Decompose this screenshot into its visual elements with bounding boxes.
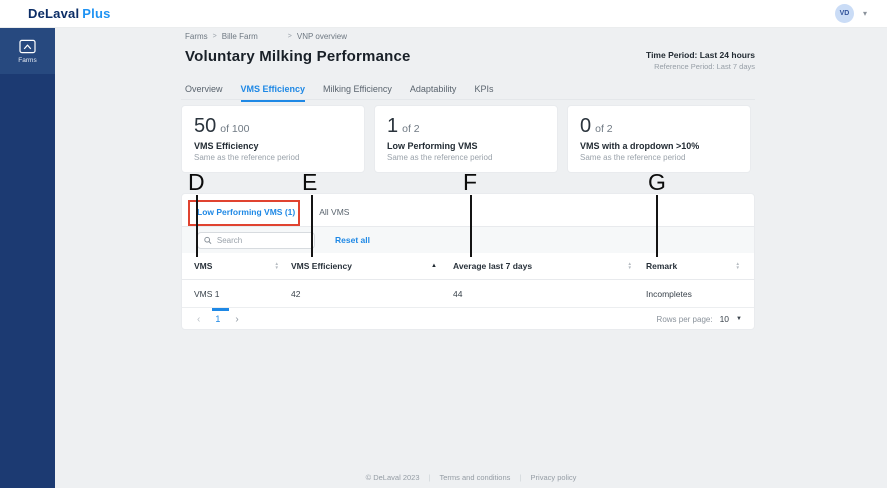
summary-cards: 50 of 100 VMS Efficiency Same as the ref…: [181, 105, 751, 173]
column-label: Average last 7 days: [453, 261, 533, 271]
card-title: VMS Efficiency: [194, 141, 259, 151]
logo-text-primary: DeLaval: [28, 6, 80, 21]
reference-period-label: Reference Period: Last 7 days: [654, 62, 755, 71]
chevron-down-icon[interactable]: ▾: [862, 9, 867, 18]
card-title: VMS with a dropdown >10%: [580, 141, 700, 151]
rows-per-page-value[interactable]: 10: [719, 314, 730, 324]
card-title: Low Performing VMS: [387, 141, 478, 151]
annotation-line-g: [656, 195, 658, 257]
annotation-line-e: [311, 195, 313, 257]
sort-icon[interactable]: ▲ ▼: [274, 261, 279, 270]
period-info: Time Period: Last 24 hours Reference Per…: [646, 50, 755, 71]
next-page-icon[interactable]: ›: [235, 313, 239, 325]
user-menu[interactable]: VD ▾: [834, 4, 867, 23]
pagination-controls: ‹ 1 ›: [197, 314, 239, 325]
column-header-vms[interactable]: VMS ▲ ▼: [194, 261, 291, 271]
card-vms-dropdown: 0 of 2 VMS with a dropdown >10% Same as …: [567, 105, 751, 173]
breadcrumb-vnp-overview[interactable]: VNP overview: [296, 32, 347, 41]
footer-divider: |: [519, 473, 522, 482]
card-value: 0: [580, 115, 592, 137]
time-period-label: Time Period: Last 24 hours: [646, 50, 755, 60]
breadcrumb: Farms > Bille Farm > VNP overview: [185, 32, 347, 41]
column-label: VMS Efficiency: [291, 261, 352, 271]
tab-milking-efficiency[interactable]: Milking Efficiency: [323, 84, 392, 94]
card-of-label: of 2: [595, 123, 613, 135]
terms-and-conditions-link[interactable]: Terms and conditions: [439, 473, 511, 482]
breadcrumb-farms[interactable]: Farms: [185, 32, 208, 41]
card-low-performing-vms: 1 of 2 Low Performing VMS Same as the re…: [374, 105, 558, 173]
card-of-label: of 2: [402, 123, 420, 135]
tabs-divider: [181, 99, 755, 100]
copyright-text: © DeLaval 2023: [365, 473, 420, 482]
top-bar: DeLaval Plus VD ▾: [0, 0, 887, 28]
card-subtitle: Same as the reference period: [580, 153, 686, 162]
previous-page-icon[interactable]: ‹: [197, 313, 201, 325]
vms-table-panel: Low Performing VMS (1) All VMS Reset all…: [181, 193, 755, 330]
card-subtitle: Same as the reference period: [194, 153, 300, 162]
subtab-all-vms[interactable]: All VMS: [319, 207, 350, 217]
footer: © DeLaval 2023 | Terms and conditions | …: [55, 473, 887, 482]
annotation-line-d: [196, 195, 198, 257]
main-content: Farms > Bille Farm > VNP overview Volunt…: [55, 28, 887, 488]
card-subtitle: Same as the reference period: [387, 153, 493, 162]
cell-vms-efficiency: 42: [291, 288, 301, 299]
search-icon: [204, 236, 212, 244]
table-header-row: VMS ▲ ▼ VMS Efficiency ▲ Average last 7 d…: [182, 253, 754, 280]
annotation-letter-f: F: [463, 169, 478, 195]
annotation-letter-d: D: [188, 169, 205, 195]
search-input[interactable]: [216, 235, 308, 245]
column-label: Remark: [646, 261, 678, 271]
annotation-letter-g: G: [648, 169, 666, 195]
breadcrumb-separator: >: [212, 33, 217, 40]
pagination-bar: ‹ 1 › Rows per page: 10 ▼: [182, 308, 754, 330]
breadcrumb-bille-farm[interactable]: Bille Farm: [221, 32, 258, 41]
farms-icon: [19, 39, 36, 53]
logo-text-accent: Plus: [82, 6, 111, 21]
column-header-average-last-7-days[interactable]: Average last 7 days ▲ ▼: [453, 261, 646, 271]
sidebar-item-label: Farms: [18, 56, 37, 64]
sort-icon[interactable]: ▲ ▼: [735, 261, 740, 270]
column-label: VMS: [194, 261, 213, 271]
avatar[interactable]: VD: [834, 4, 854, 23]
section-tabs: Overview VMS Efficiency Milking Efficien…: [185, 84, 493, 102]
card-vms-efficiency: 50 of 100 VMS Efficiency Same as the ref…: [181, 105, 365, 173]
cell-remark: Incompletes: [646, 288, 692, 299]
footer-divider: |: [428, 473, 431, 482]
breadcrumb-separator: >: [287, 33, 292, 40]
sidebar: Farms: [0, 28, 55, 488]
page-number[interactable]: 1: [215, 314, 221, 324]
column-header-vms-efficiency[interactable]: VMS Efficiency ▲: [291, 261, 453, 271]
page-indicator-bar: [212, 308, 229, 311]
subtab-low-performing-vms[interactable]: Low Performing VMS (1): [197, 207, 296, 226]
sort-icon[interactable]: ▲ ▼: [627, 261, 632, 270]
chevron-down-icon[interactable]: ▼: [736, 316, 742, 322]
tab-adaptability[interactable]: Adaptability: [409, 84, 457, 94]
rows-per-page-label: Rows per page:: [656, 314, 713, 324]
table-filter-bar: Reset all: [182, 227, 754, 253]
privacy-policy-link[interactable]: Privacy policy: [530, 473, 577, 482]
card-of-label: of 100: [220, 123, 250, 135]
tab-kpis[interactable]: KPIs: [474, 84, 494, 94]
tab-overview[interactable]: Overview: [185, 84, 223, 94]
sidebar-item-farms[interactable]: Farms: [0, 28, 55, 74]
column-header-remark[interactable]: Remark ▲ ▼: [646, 261, 742, 271]
reset-all-button[interactable]: Reset all: [335, 235, 370, 245]
cell-average-last-7-days: 44: [453, 288, 463, 299]
card-value: 1: [387, 115, 399, 137]
table-row[interactable]: VMS 1 42 44 Incompletes: [182, 280, 754, 308]
tab-vms-efficiency[interactable]: VMS Efficiency: [240, 84, 306, 102]
annotation-line-f: [470, 195, 472, 257]
sort-asc-icon[interactable]: ▲: [431, 263, 437, 269]
search-box[interactable]: [197, 231, 315, 249]
page-title: Voluntary Milking Performance: [185, 48, 411, 65]
table-subtabs: Low Performing VMS (1) All VMS: [182, 194, 754, 227]
cell-vms: VMS 1: [194, 288, 220, 299]
card-value: 50: [194, 115, 217, 137]
rows-per-page-control[interactable]: Rows per page: 10 ▼: [657, 314, 742, 324]
delaval-plus-logo[interactable]: DeLaval Plus: [28, 6, 111, 21]
annotation-letter-e: E: [302, 169, 318, 195]
